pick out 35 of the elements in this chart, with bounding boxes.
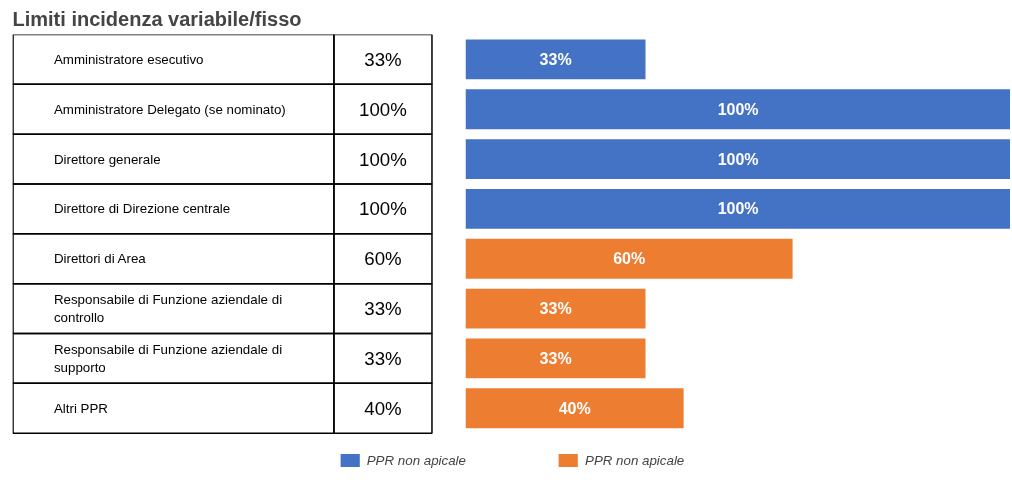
y-tick-label: Direttori di Area [53, 251, 147, 267]
text: Limiti incidenza variabile/fisso [12, 7, 302, 30]
data-label: 33% [539, 349, 572, 367]
data-label: 33% [364, 48, 402, 70]
y-tick-label: Altri PPR [53, 400, 108, 416]
bar [465, 139, 1010, 179]
data-label: 100% [359, 98, 407, 120]
text: 100% [717, 100, 759, 118]
text: 33% [539, 50, 572, 68]
legend-label: PPR non apicale [585, 452, 685, 468]
text: 100% [717, 200, 759, 218]
data-label: 100% [359, 198, 407, 220]
y-tick-label: Responsabile di Funzione aziendale di controllo [53, 292, 283, 326]
bar [465, 238, 793, 279]
text: 33% [364, 298, 402, 320]
data-label: 33% [539, 300, 572, 318]
y-tick-label: Direttore di Direzione centrale [53, 201, 231, 217]
bar [465, 188, 1010, 229]
data-label: 100% [359, 148, 407, 170]
bar [465, 338, 646, 379]
data-label: 60% [613, 250, 646, 268]
text: 100% [717, 150, 759, 168]
bar [465, 39, 646, 80]
y-tick-label: Direttore generale [53, 151, 161, 167]
y-tick-label: Amministratore Delegato (se nominato) [53, 101, 286, 117]
text: 40% [364, 397, 402, 419]
bar [465, 388, 684, 429]
legend-label: PPR non apicale [366, 452, 466, 468]
y-tick-label: Amministratore esecutivo [53, 51, 204, 67]
bar [465, 288, 646, 329]
text: 60% [364, 248, 402, 270]
bar [465, 89, 1010, 130]
data-label: 40% [558, 399, 591, 417]
y-tick-label: Responsabile di Funzione aziendale di supporto [53, 341, 283, 375]
text: 33% [364, 347, 402, 369]
